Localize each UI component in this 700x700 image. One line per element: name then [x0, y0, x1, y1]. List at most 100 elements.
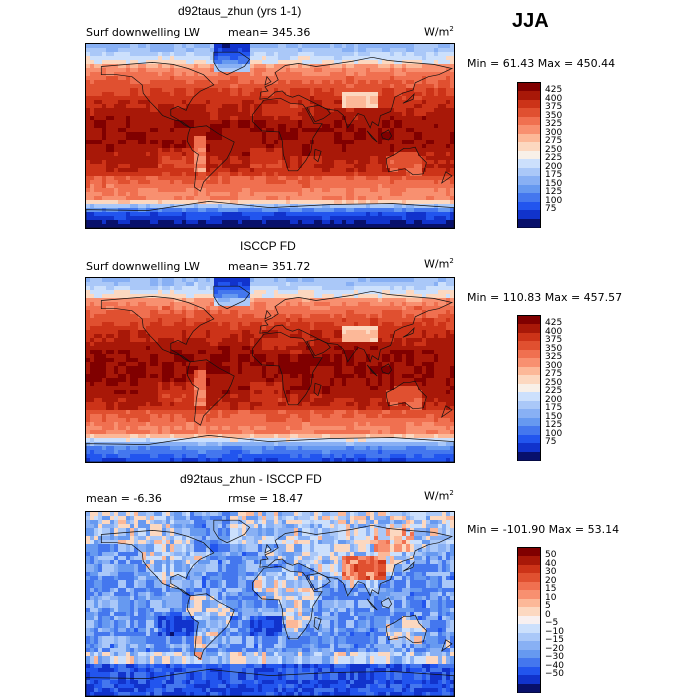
map-cell — [334, 56, 339, 61]
map-cell — [110, 282, 115, 287]
map-cell — [406, 84, 411, 89]
map-cell — [158, 160, 163, 165]
map-cell — [258, 176, 263, 181]
map-cell — [306, 184, 311, 189]
map-cell — [290, 224, 295, 228]
map-cell — [330, 286, 335, 291]
map-cell — [174, 306, 179, 311]
map-cell — [182, 212, 187, 217]
map-cell — [366, 108, 371, 113]
map-cell — [158, 108, 163, 113]
map-cell — [366, 72, 371, 77]
map-cell — [410, 184, 415, 189]
map-cell — [230, 290, 235, 295]
map-cell — [146, 152, 151, 157]
map-cell — [98, 104, 103, 109]
map-cell — [362, 120, 367, 125]
map-cell — [162, 72, 167, 77]
map-cell — [370, 140, 375, 145]
map-cell — [98, 80, 103, 85]
map-cell — [254, 112, 259, 117]
map-cell — [318, 294, 323, 299]
map-cell — [134, 220, 139, 225]
map-cell — [218, 148, 223, 153]
map-cell — [254, 56, 259, 61]
map-cell — [450, 282, 454, 287]
map-cell — [170, 224, 175, 228]
map-cell — [362, 96, 367, 101]
map-cell — [134, 64, 139, 69]
map-cell — [394, 164, 399, 169]
map-cell — [90, 80, 95, 85]
map-cell — [274, 172, 279, 177]
map-cell — [262, 294, 267, 299]
map-cell — [450, 72, 454, 77]
map-cell — [194, 96, 199, 101]
map-cell — [450, 188, 454, 193]
map-cell — [294, 88, 299, 93]
map-cell — [326, 80, 331, 85]
map-cell — [134, 212, 139, 217]
map-cell — [218, 136, 223, 141]
map-cell — [162, 100, 167, 105]
map-cell — [250, 144, 255, 149]
map-cell — [154, 302, 159, 307]
map-cell — [362, 104, 367, 109]
map-cell — [242, 156, 247, 161]
map-cell — [446, 196, 451, 201]
map-cell — [446, 180, 451, 185]
map-cell — [306, 298, 311, 303]
map-cell — [366, 216, 371, 221]
map-cell — [194, 112, 199, 117]
map-cell — [426, 298, 431, 303]
map-cell — [182, 294, 187, 299]
map-cell — [246, 124, 251, 129]
map-cell — [286, 208, 291, 213]
map-cell — [166, 160, 171, 165]
map-cell — [190, 294, 195, 299]
map-cell — [266, 100, 271, 105]
map-cell — [414, 180, 419, 185]
map-cell — [386, 96, 391, 101]
map-cell — [302, 306, 307, 311]
map-cell — [282, 180, 287, 185]
map-cell — [174, 140, 179, 145]
map-cell — [98, 184, 103, 189]
map-cell — [146, 156, 151, 161]
map-cell — [334, 220, 339, 225]
map-cell — [446, 128, 451, 133]
map-cell — [170, 188, 175, 193]
map-cell — [178, 100, 183, 105]
map-cell — [170, 172, 175, 177]
map-cell — [134, 52, 139, 57]
map-cell — [314, 188, 319, 193]
map-cell — [94, 92, 99, 97]
map-cell — [282, 92, 287, 97]
map-cell — [134, 306, 139, 311]
map-cell — [154, 200, 159, 205]
map-cell — [262, 156, 267, 161]
map-cell — [278, 286, 283, 291]
map-cell — [386, 176, 391, 181]
map-cell — [110, 60, 115, 65]
map-cell — [274, 212, 279, 217]
map-cell — [122, 172, 127, 177]
map-cell — [318, 140, 323, 145]
map-cell — [282, 184, 287, 189]
map-cell — [106, 168, 111, 173]
map-cell — [218, 306, 223, 311]
map-cell — [142, 80, 147, 85]
map-cell — [118, 204, 123, 209]
map-cell — [102, 180, 107, 185]
map-cell — [194, 140, 199, 145]
map-cell — [298, 76, 303, 81]
map-cell — [146, 192, 151, 197]
map-cell — [210, 136, 215, 141]
map-cell — [274, 200, 279, 205]
map-cell — [330, 220, 335, 225]
map-cell — [318, 282, 323, 287]
map-cell — [150, 286, 155, 291]
map-cell — [306, 84, 311, 89]
map-cell — [86, 72, 91, 77]
map-cell — [386, 192, 391, 197]
